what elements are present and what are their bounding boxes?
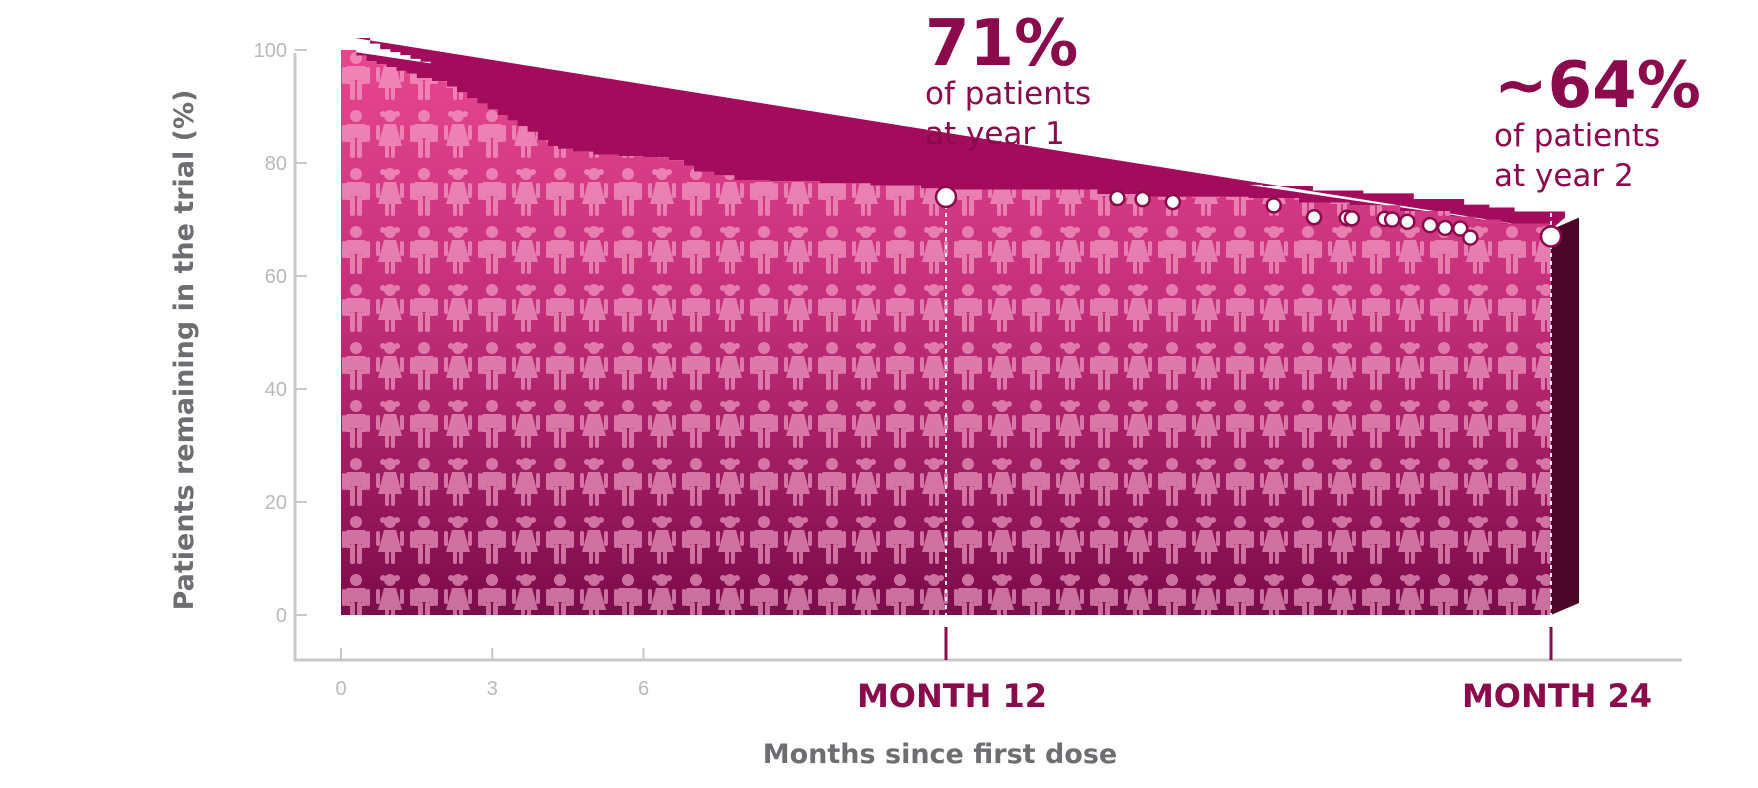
x-tick-label: 0 <box>335 678 346 700</box>
censor-point <box>1462 229 1479 246</box>
y-tick-label: 0 <box>276 605 287 627</box>
y-tick-label: 100 <box>254 40 287 62</box>
censor-point <box>1109 189 1126 207</box>
annotation-line1: of patients <box>925 76 1091 112</box>
censor-point <box>1383 211 1401 228</box>
month-marker-label: MONTH 24 <box>1462 677 1652 715</box>
censor-point <box>1134 190 1151 208</box>
y-axis-title: Patients remaining in the trial (%) <box>169 90 200 611</box>
axis-lines <box>293 53 1682 662</box>
x-axis-title: Months since first dose <box>763 739 1117 770</box>
censor-point <box>1436 219 1454 237</box>
censor-point <box>1305 208 1323 226</box>
curve-top-edge <box>341 38 1565 230</box>
censor-point <box>1452 220 1469 237</box>
month-marker-label: MONTH 12 <box>857 677 1047 715</box>
censor-point <box>1539 225 1563 248</box>
people-pattern <box>341 50 1551 615</box>
y-tick-label: 80 <box>265 153 287 175</box>
censor-point <box>1421 216 1439 234</box>
censor-point <box>1265 197 1282 214</box>
x-tick-label: 6 <box>638 678 649 700</box>
annotation-line2: at year 2 <box>1494 158 1634 194</box>
censor-point <box>1399 213 1416 231</box>
y-tick-label: 20 <box>265 492 287 514</box>
censor-point <box>1164 193 1182 211</box>
annotation-value: 71% <box>925 7 1078 81</box>
area-side-face <box>1551 217 1579 616</box>
censor-point <box>1343 210 1361 227</box>
y-tick-label: 60 <box>265 266 287 288</box>
y-tick-label: 40 <box>265 379 287 401</box>
x-tick-label: 3 <box>487 678 498 700</box>
annotation-line2: at year 1 <box>925 116 1065 152</box>
annotation-line1: of patients <box>1494 118 1660 154</box>
censor-point <box>934 185 958 209</box>
annotation-value: ~64% <box>1494 49 1701 123</box>
